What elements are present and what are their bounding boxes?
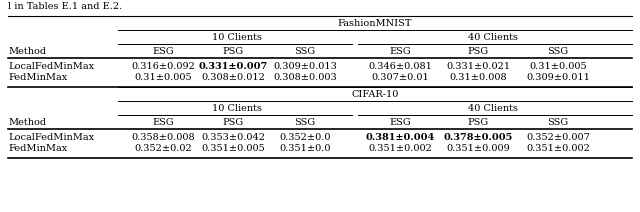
Text: 0.353±0.042: 0.353±0.042 <box>201 133 265 142</box>
Text: 0.316±0.092: 0.316±0.092 <box>131 62 195 71</box>
Text: 40 Clients: 40 Clients <box>468 104 518 113</box>
Text: SSG: SSG <box>547 47 568 56</box>
Text: 0.351±0.009: 0.351±0.009 <box>446 144 510 153</box>
Text: 0.346±0.081: 0.346±0.081 <box>368 62 432 71</box>
Text: PSG: PSG <box>467 47 488 56</box>
Text: 0.331±0.007: 0.331±0.007 <box>198 62 268 71</box>
Text: SSG: SSG <box>547 118 568 127</box>
Text: 0.309±0.011: 0.309±0.011 <box>526 73 590 82</box>
Text: LocalFedMinMax: LocalFedMinMax <box>8 133 94 142</box>
Text: SSG: SSG <box>294 47 316 56</box>
Text: 0.381±0.004: 0.381±0.004 <box>365 133 435 142</box>
Text: LocalFedMinMax: LocalFedMinMax <box>8 62 94 71</box>
Text: 10 Clients: 10 Clients <box>211 33 262 42</box>
Text: FedMinMax: FedMinMax <box>8 144 67 153</box>
Text: 0.308±0.003: 0.308±0.003 <box>273 73 337 82</box>
Text: PSG: PSG <box>223 47 244 56</box>
Text: 0.378±0.005: 0.378±0.005 <box>444 133 513 142</box>
Text: ESG: ESG <box>389 47 411 56</box>
Text: 0.352±0.007: 0.352±0.007 <box>526 133 590 142</box>
Text: CIFAR-10: CIFAR-10 <box>351 90 399 99</box>
Text: ESG: ESG <box>389 118 411 127</box>
Text: ESG: ESG <box>152 47 174 56</box>
Text: PSG: PSG <box>467 118 488 127</box>
Text: ESG: ESG <box>152 118 174 127</box>
Text: 10 Clients: 10 Clients <box>211 104 262 113</box>
Text: 0.352±0.02: 0.352±0.02 <box>134 144 192 153</box>
Text: 0.307±0.01: 0.307±0.01 <box>371 73 429 82</box>
Text: 0.351±0.005: 0.351±0.005 <box>201 144 265 153</box>
Text: SSG: SSG <box>294 118 316 127</box>
Text: 0.352±0.0: 0.352±0.0 <box>279 133 331 142</box>
Text: 0.31±0.005: 0.31±0.005 <box>529 62 587 71</box>
Text: 0.308±0.012: 0.308±0.012 <box>201 73 265 82</box>
Text: 40 Clients: 40 Clients <box>468 33 518 42</box>
Text: 0.351±0.002: 0.351±0.002 <box>526 144 590 153</box>
Text: l in Tables E.1 and E.2.: l in Tables E.1 and E.2. <box>8 2 122 11</box>
Text: 0.31±0.008: 0.31±0.008 <box>449 73 507 82</box>
Text: 0.31±0.005: 0.31±0.005 <box>134 73 192 82</box>
Text: PSG: PSG <box>223 118 244 127</box>
Text: 0.351±0.002: 0.351±0.002 <box>368 144 432 153</box>
Text: FedMinMax: FedMinMax <box>8 73 67 82</box>
Text: 0.351±0.0: 0.351±0.0 <box>279 144 331 153</box>
Text: 0.358±0.008: 0.358±0.008 <box>131 133 195 142</box>
Text: Method: Method <box>8 118 46 127</box>
Text: 0.331±0.021: 0.331±0.021 <box>446 62 510 71</box>
Text: Method: Method <box>8 47 46 56</box>
Text: 0.309±0.013: 0.309±0.013 <box>273 62 337 71</box>
Text: FashionMNIST: FashionMNIST <box>338 19 412 28</box>
